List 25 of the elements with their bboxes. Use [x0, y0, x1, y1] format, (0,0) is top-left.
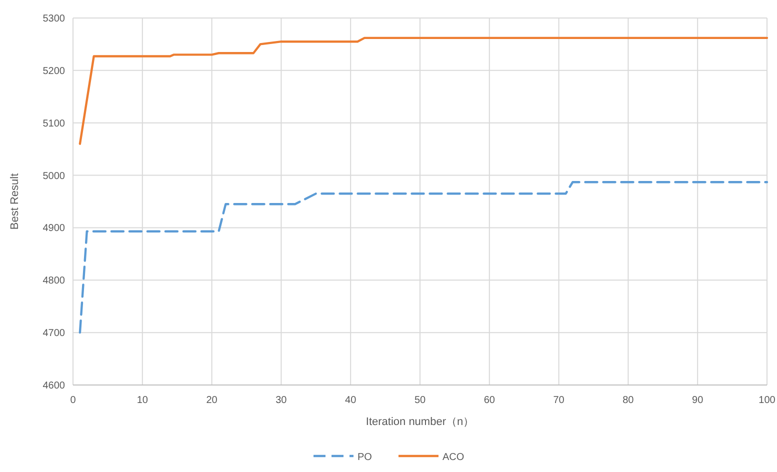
x-tick-label: 50 — [414, 395, 426, 406]
y-tick-label: 5200 — [42, 66, 66, 77]
line-series — [78, 181, 768, 334]
x-tick-label: 0 — [70, 395, 76, 406]
line-series — [78, 36, 768, 145]
y-tick-label: 4700 — [42, 328, 66, 340]
legend-label: PO — [358, 452, 372, 463]
y-tick-label: 5000 — [42, 170, 66, 182]
x-tick-label: 40 — [345, 395, 357, 406]
legend-label: ACO — [442, 452, 464, 463]
x-tick-label: 30 — [276, 395, 288, 406]
y-tick-label: 5100 — [42, 118, 66, 130]
x-tick-label: 100 — [758, 395, 776, 406]
x-tick-label: 70 — [553, 395, 565, 406]
y-tick-label: 4900 — [42, 223, 66, 234]
x-tick-label: 60 — [484, 395, 496, 406]
x-tick-label: 20 — [206, 395, 218, 406]
x-tick-label: 80 — [622, 395, 634, 406]
y-tick-label: 4800 — [42, 276, 66, 287]
x-axis-title: Iteration number（n） — [366, 416, 474, 428]
y-tick-label: 4600 — [42, 380, 66, 392]
x-tick-label: 90 — [692, 395, 704, 406]
y-tick-label: 5300 — [42, 14, 66, 24]
x-tick-label: 10 — [136, 395, 148, 406]
y-axis-title: Best Result — [9, 173, 21, 230]
